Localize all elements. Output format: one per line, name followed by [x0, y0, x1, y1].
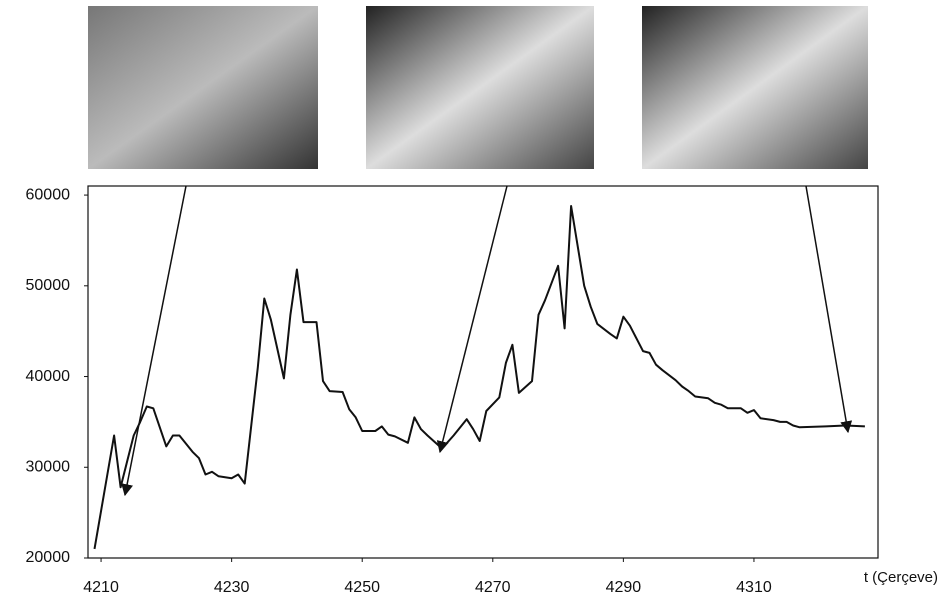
arrow [805, 185, 853, 434]
y-tick-label: 30000 [26, 458, 71, 475]
x-axis-label: t (Çerçeve) [864, 569, 938, 586]
plot-frame [87, 185, 879, 559]
y-tick-label: 50000 [26, 277, 71, 294]
x-tick-label: 4230 [214, 579, 250, 596]
film-frame [366, 6, 594, 169]
arrow [121, 185, 187, 497]
x-tick-label: 4290 [606, 579, 642, 596]
data-line [93, 205, 865, 550]
x-tick-label: 4270 [475, 579, 511, 596]
y-tick-label: 20000 [26, 549, 71, 566]
x-tick-label: 4250 [344, 579, 380, 596]
film-frame [642, 6, 868, 169]
film-frame [88, 6, 318, 169]
x-tick-label: 4210 [83, 579, 119, 596]
y-tick-label: 40000 [26, 368, 71, 385]
y-tick-label: 60000 [26, 186, 71, 203]
plot [93, 205, 865, 550]
arrow [436, 185, 508, 454]
x-tick-label: 4310 [736, 579, 772, 596]
